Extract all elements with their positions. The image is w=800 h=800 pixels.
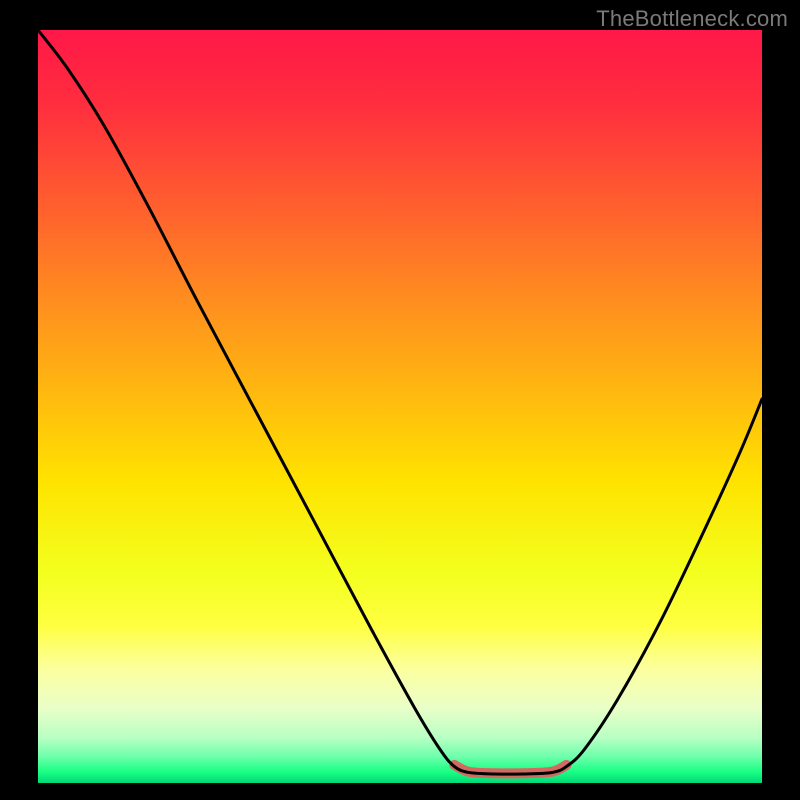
watermark-text: TheBottleneck.com [596,6,788,32]
chart-container: TheBottleneck.com [0,0,800,800]
gradient-background [38,30,762,783]
bottleneck-chart [0,0,800,800]
